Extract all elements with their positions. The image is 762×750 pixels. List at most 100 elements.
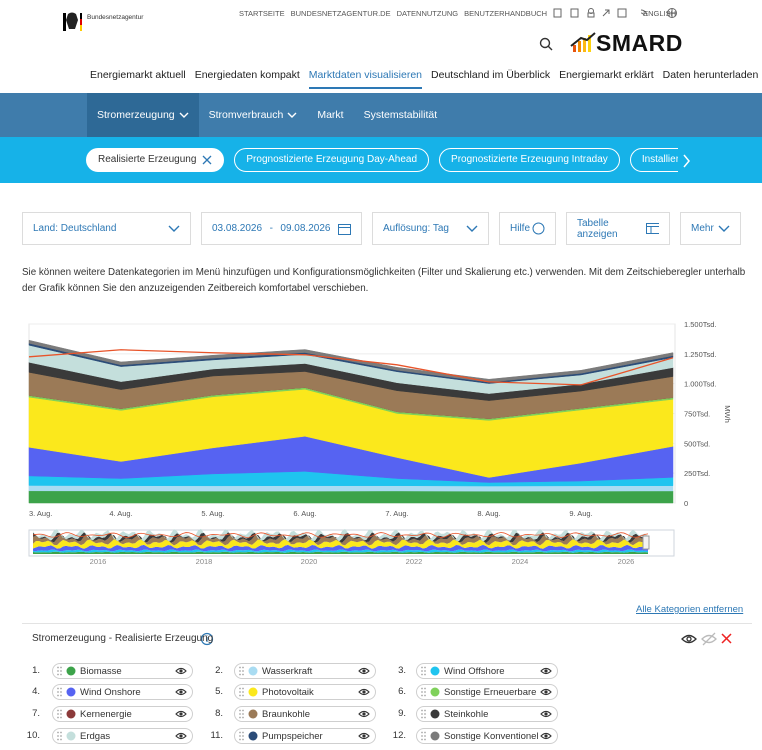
table-button[interactable]: Tabelle anzeigen: [566, 212, 670, 245]
top-links: STARTSEITE BUNDESNETZAGENTUR.DE DATENNUTZU…: [239, 9, 676, 18]
main-nav-item[interactable]: Daten herunterladen: [662, 69, 759, 81]
sub-nav-item[interactable]: Systemstabilität: [354, 93, 448, 137]
tabs-next[interactable]: [682, 154, 692, 168]
legend-item[interactable]: Kernenergie: [52, 706, 193, 722]
search-icon[interactable]: [539, 37, 553, 51]
tab-label: Prognostizierte Erzeugung Day-Ahead: [246, 154, 418, 165]
resolution-select[interactable]: Auflösung: Tag: [372, 212, 489, 245]
legend-title: Stromerzeugung - Realisierte Erzeugung: [32, 633, 214, 644]
top-link[interactable]: DATENNUTZUNG: [396, 9, 459, 18]
legend-visibility[interactable]: [357, 731, 375, 741]
legend-handle: [57, 731, 76, 741]
navigator-band: [33, 528, 648, 542]
main-nav-item[interactable]: Marktdaten visualisieren: [308, 69, 423, 89]
tab[interactable]: Prognostizierte Erzeugung Intraday: [439, 148, 620, 172]
legend-number: 10.: [26, 730, 40, 741]
more-button[interactable]: Mehr: [680, 212, 741, 245]
legend-item[interactable]: Biomasse: [52, 663, 193, 679]
date-from: 03.08.2026: [212, 223, 263, 234]
legend-handle: [239, 731, 258, 741]
legend-item[interactable]: Braunkohle: [234, 706, 376, 722]
sub-nav-item[interactable]: Stromerzeugung: [87, 93, 199, 137]
date-sep: -: [269, 223, 273, 234]
hide-all-icon[interactable]: [701, 632, 717, 646]
legend-item[interactable]: Wind Offshore: [416, 663, 558, 679]
tab[interactable]: Prognostizierte Erzeugung Day-Ahead: [234, 148, 430, 172]
navigator-label: 2016: [90, 557, 107, 566]
legend-item[interactable]: Wasserkraft: [234, 663, 376, 679]
y-axis-title: MWh: [723, 405, 732, 423]
legend-label: Pumpspeicher: [262, 730, 323, 742]
legend-item[interactable]: Sonstige Konventionelle: [416, 728, 558, 744]
x-tick-label: 7. Aug.: [385, 509, 408, 518]
legend-label: Sonstige Konventionelle: [444, 730, 539, 742]
legend-label: Braunkohle: [262, 708, 311, 720]
legend-swatch: [248, 666, 258, 676]
tab[interactable]: Realisierte Erzeugung: [86, 148, 225, 172]
main-nav-item[interactable]: Energiemarkt erklärt: [559, 69, 654, 81]
smard-logo[interactable]: SMARD: [596, 30, 683, 56]
legend-item[interactable]: Steinkohle: [416, 706, 558, 722]
navigator-handle[interactable]: [642, 535, 650, 550]
legend-visibility[interactable]: [357, 709, 375, 719]
help-label: Hilfe: [510, 223, 531, 234]
language-link[interactable]: ENGLISH: [643, 9, 676, 18]
legend-visibility[interactable]: [539, 666, 557, 676]
legend-number: 11.: [210, 730, 223, 741]
legend-visibility[interactable]: [357, 666, 375, 676]
legend-label: Kernenergie: [80, 708, 132, 720]
y-tick-label: 1.500Tsd.: [684, 320, 717, 329]
show-all-icon[interactable]: [681, 634, 697, 644]
legend-number: 5.: [215, 686, 223, 697]
tab-close[interactable]: [202, 155, 212, 165]
legend-label: Erdgas: [80, 730, 111, 742]
legend-visibility[interactable]: [174, 687, 192, 697]
remove-all-icon[interactable]: [721, 633, 732, 644]
legend-number: 3.: [398, 665, 406, 676]
y-tick-label: 500Tsd.: [684, 439, 710, 448]
area: [28, 490, 674, 504]
country-select[interactable]: Land: Deutschland: [22, 212, 191, 245]
area: [28, 339, 674, 383]
sub-nav-item[interactable]: Markt: [307, 93, 353, 137]
legend-swatch: [66, 709, 76, 719]
legend-swatch: [430, 687, 440, 697]
main-nav-item[interactable]: Deutschland im Überblick: [431, 69, 551, 81]
sub-nav: Stromerzeugung Stromverbrauch Markt Systems…: [87, 93, 447, 137]
main-nav-item[interactable]: Energiemarkt aktuell: [90, 69, 186, 81]
legend-visibility[interactable]: [539, 687, 557, 697]
legend-visibility[interactable]: [174, 666, 192, 676]
sub-nav-item[interactable]: Stromverbrauch: [199, 93, 308, 137]
help-button[interactable]: Hilfe: [499, 212, 556, 245]
legend-label: Sonstige Erneuerbare: [444, 686, 537, 698]
top-link[interactable]: STARTSEITE: [239, 9, 285, 18]
navigator-band: [33, 544, 648, 552]
country-label: Land: Deutschland: [33, 223, 117, 234]
info-icon[interactable]: [200, 632, 214, 646]
legend-handle: [57, 666, 76, 676]
sub-nav-label: Markt: [317, 109, 344, 121]
legend-visibility[interactable]: [357, 687, 375, 697]
legend-visibility[interactable]: [539, 709, 557, 719]
tab[interactable]: Installierte Erzeugung: [629, 148, 678, 172]
main-nav-item[interactable]: Energiedaten kompakt: [194, 69, 300, 81]
remove-all-link[interactable]: Alle Kategorien entfernen: [636, 604, 744, 615]
legend-item[interactable]: Pumpspeicher: [234, 728, 376, 744]
legend-item[interactable]: Wind Onshore: [52, 684, 193, 700]
legend-item[interactable]: Erdgas: [52, 728, 193, 744]
legend-swatch: [66, 687, 76, 697]
legend-item[interactable]: Photovoltaik: [234, 684, 376, 700]
legend-number: 9.: [398, 708, 406, 719]
legend-number: 8.: [215, 708, 223, 719]
legend-visibility[interactable]: [174, 709, 192, 719]
legend-item[interactable]: Sonstige Erneuerbare: [416, 684, 558, 700]
legend-visibility[interactable]: [539, 731, 557, 741]
legend-visibility[interactable]: [174, 731, 192, 741]
tab-label: Prognostizierte Erzeugung Intraday: [451, 154, 608, 165]
top-link[interactable]: BUNDESNETZAGENTUR.DE: [290, 9, 391, 18]
date-range[interactable]: 03.08.2026-09.08.2026: [201, 212, 362, 245]
sub-nav-label: Stromverbrauch: [208, 109, 284, 121]
legend-number: 2.: [215, 665, 223, 676]
top-link[interactable]: BENUTZERHANDBUCH: [464, 9, 548, 18]
navigator-label: 2022: [406, 557, 423, 566]
